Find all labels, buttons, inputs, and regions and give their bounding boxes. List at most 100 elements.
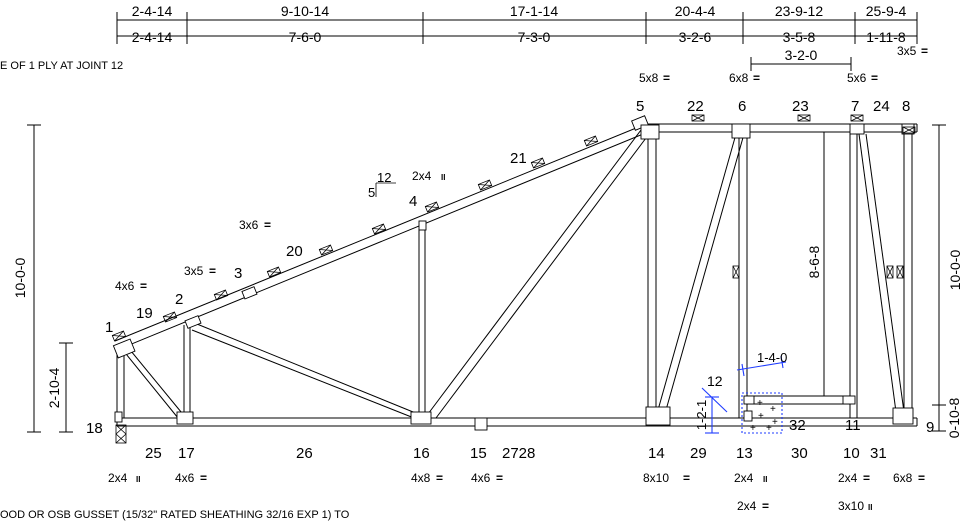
- plate-size-4: 2x4: [412, 169, 432, 183]
- plate-size-18: 2x4: [108, 471, 128, 485]
- plate-mark-3: =: [264, 218, 271, 232]
- dim-cumulative-6: 25-9-4: [866, 3, 907, 19]
- plate-size-3: 3x6: [239, 218, 259, 232]
- plate-size-14: 8x10: [643, 471, 669, 485]
- member-30: 30: [791, 445, 808, 462]
- plate-mark-13: II: [763, 475, 767, 484]
- svg-text:+: +: [757, 398, 763, 409]
- plate-mark-17: =: [200, 471, 207, 485]
- joint-32: 32: [789, 417, 806, 434]
- joint-18: 18: [86, 420, 103, 437]
- web-members: [116, 129, 913, 419]
- joint-16: 16: [413, 445, 430, 462]
- top-chord: [114, 123, 918, 351]
- detail-dim-vertical: 1-2-1: [694, 400, 709, 430]
- joint-11: 11: [845, 417, 861, 434]
- member-23: 23: [792, 98, 809, 115]
- plate-mark-9: =: [918, 471, 925, 485]
- plate-mark-10: =: [863, 471, 870, 485]
- dim-span-3: 7-3-0: [518, 29, 551, 45]
- joint-4: 4: [409, 193, 417, 210]
- svg-text:+: +: [766, 423, 772, 434]
- plate-size-2: 3x5: [184, 264, 204, 278]
- top-dimension-lines: [116, 12, 918, 71]
- joint-17: 17: [178, 445, 195, 462]
- right-dimension-lines: [932, 124, 946, 432]
- joint-14: 14: [648, 445, 665, 462]
- svg-text:+: +: [750, 423, 756, 434]
- plate-mark-13b: =: [762, 499, 769, 513]
- dim-cumulative-1: 2-4-14: [132, 3, 173, 19]
- dim-cumulative-5: 23-9-12: [775, 3, 823, 19]
- pitch-run: 12: [377, 170, 391, 185]
- dim-span-5: 3-5-8: [783, 29, 816, 45]
- plate-mark-5: =: [663, 71, 670, 85]
- brace-marks: [111, 114, 916, 444]
- plate-size-10b: 3x10: [838, 499, 864, 513]
- dim-cumulative-2: 9-10-14: [281, 3, 329, 19]
- joint-7: 7: [851, 98, 859, 115]
- member-25: 25: [145, 445, 162, 462]
- plate-size-6: 6x8: [729, 71, 749, 85]
- plate-size-15: 4x6: [471, 471, 491, 485]
- member-2728: 2728: [502, 445, 535, 462]
- dim-left-heel: 2-10-4: [46, 368, 62, 409]
- plate-mark-2: =: [209, 264, 216, 278]
- joint-13: 13: [736, 445, 753, 462]
- dim-right-height: 10-0-0: [947, 250, 963, 291]
- plate-size-13: 2x4: [734, 471, 754, 485]
- plate-size-13b: 2x4: [737, 499, 757, 513]
- dim-right-heel: 0-10-8: [946, 398, 962, 439]
- joint-9: 9: [926, 419, 934, 436]
- note-bottom: OOD OR OSB GUSSET (15/32" RATED SHEATHIN…: [0, 509, 350, 521]
- joint-5: 5: [636, 98, 644, 115]
- joint-15: 15: [470, 445, 487, 462]
- plate-mark-4: II: [441, 173, 445, 182]
- joint-8: 8: [902, 98, 910, 115]
- member-20: 20: [286, 243, 303, 260]
- plate-size-5: 5x8: [639, 71, 659, 85]
- member-22: 22: [687, 98, 704, 115]
- dim-left-height: 10-0-0: [12, 258, 28, 299]
- svg-text:+: +: [770, 404, 776, 415]
- joint-3: 3: [234, 265, 242, 282]
- detail-slope-num: 12: [707, 373, 723, 389]
- svg-text:+: +: [772, 417, 778, 428]
- joint-2: 2: [175, 291, 183, 308]
- joint-1: 1: [105, 319, 113, 336]
- plate-mark-6: =: [753, 71, 760, 85]
- plate-mark-18: II: [136, 475, 140, 484]
- member-31: 31: [870, 445, 887, 462]
- pitch-rise: 5: [368, 185, 375, 200]
- member-19: 19: [136, 305, 153, 322]
- detail-dim-horizontal: 1-4-0: [757, 350, 787, 365]
- left-dimension-lines: [27, 124, 73, 433]
- dim-sub-span: 3-2-0: [785, 47, 818, 63]
- pitch-symbol: 12 5: [368, 170, 396, 200]
- plate-size-10: 2x4: [838, 471, 858, 485]
- note-top-left: E OF 1 PLY AT JOINT 12: [0, 60, 123, 72]
- plate-size-8: 3x5: [897, 44, 917, 58]
- joint-10: 10: [843, 445, 860, 462]
- plate-mark-7: =: [871, 71, 878, 85]
- gusset-detail: +++ ++ +: [701, 355, 787, 434]
- member-24: 24: [873, 98, 890, 115]
- member-29: 29: [690, 445, 707, 462]
- plate-size-1: 4x6: [115, 279, 135, 293]
- member-21: 21: [510, 150, 527, 167]
- plate-mark-8: =: [921, 44, 928, 58]
- plate-mark-15: =: [496, 471, 503, 485]
- web-dim: 8-6-8: [806, 245, 822, 278]
- plate-size-7: 5x6: [847, 71, 867, 85]
- dim-span-6: 1-11-8: [866, 29, 906, 45]
- plate-mark-14: =: [683, 471, 690, 485]
- plate-mark-1: =: [140, 279, 147, 293]
- dim-span-1: 2-4-14: [132, 29, 173, 45]
- plate-size-9: 6x8: [893, 471, 913, 485]
- plate-mark-16: =: [436, 471, 443, 485]
- dim-cumulative-3: 17-1-14: [510, 3, 558, 19]
- plate-mark-10b: II: [868, 503, 872, 512]
- connector-plates: [112, 115, 915, 431]
- dim-cumulative-4: 20-4-4: [675, 3, 716, 19]
